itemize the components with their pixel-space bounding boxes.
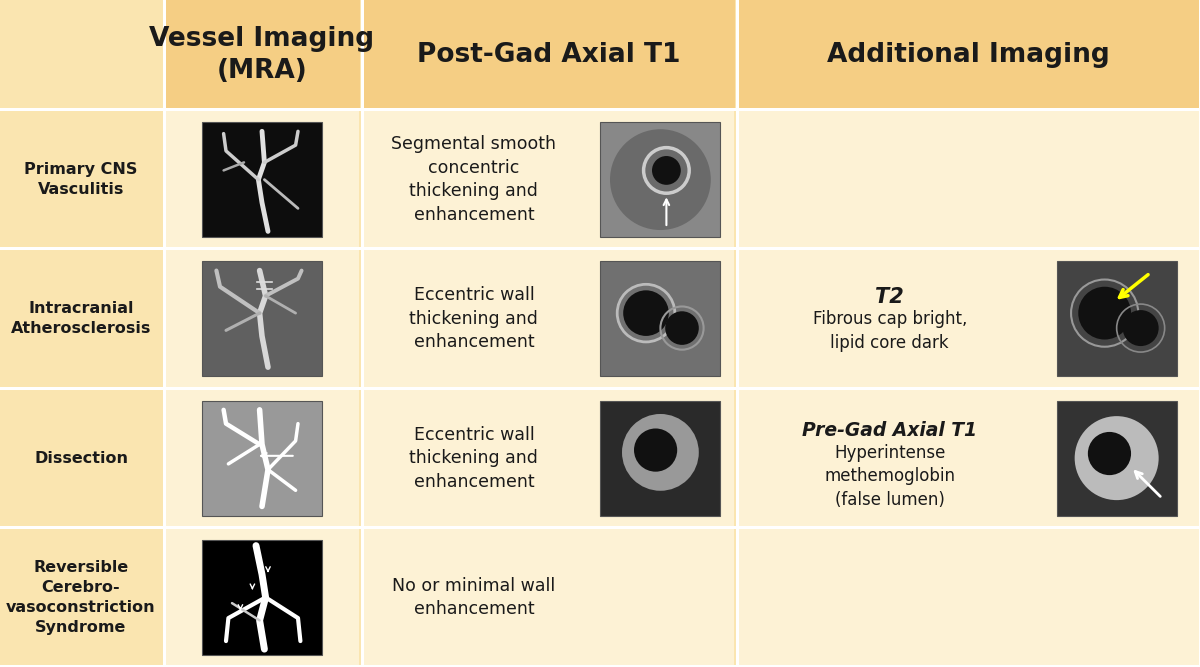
Bar [202, 122, 322, 237]
Bar [362, 0, 734, 110]
Circle shape [665, 311, 698, 345]
Text: Additional Imaging: Additional Imaging [827, 42, 1110, 68]
Text: Hyperintense
methemoglobin
(false lumen): Hyperintense methemoglobin (false lumen) [824, 444, 955, 509]
Text: Eccentric wall
thickening and
enhancement: Eccentric wall thickening and enhancemen… [409, 286, 539, 352]
Bar [1057, 401, 1177, 516]
Bar [738, 529, 1199, 666]
Circle shape [652, 156, 680, 185]
Bar [0, 247, 1200, 250]
Text: Intracranial
Atherosclerosis: Intracranial Atherosclerosis [11, 301, 151, 336]
Bar [738, 250, 1199, 388]
Text: Segmental smooth
concentric
thickening and
enhancement: Segmental smooth concentric thickening a… [391, 135, 557, 224]
Text: Fibrous cap bright,
lipid core dark: Fibrous cap bright, lipid core dark [812, 310, 967, 352]
Text: Vessel Imaging
(MRA): Vessel Imaging (MRA) [150, 26, 374, 84]
Circle shape [1123, 310, 1159, 346]
Bar [600, 261, 720, 376]
Bar [737, 0, 1200, 110]
Bar [738, 390, 1199, 527]
Circle shape [1075, 416, 1159, 500]
Text: Pre-Gad Axial T1: Pre-Gad Axial T1 [803, 421, 977, 440]
Circle shape [1088, 432, 1132, 475]
Text: No or minimal wall
enhancement: No or minimal wall enhancement [392, 576, 556, 618]
Text: T2: T2 [876, 287, 904, 307]
Text: Primary CNS
Vasculitis: Primary CNS Vasculitis [24, 162, 138, 197]
Circle shape [1079, 287, 1132, 340]
Bar [364, 390, 734, 527]
Text: Eccentric wall
thickening and
enhancement: Eccentric wall thickening and enhancemen… [409, 426, 539, 491]
Text: Post-Gad Axial T1: Post-Gad Axial T1 [416, 42, 680, 68]
Bar [736, 0, 739, 667]
Bar [0, 665, 1200, 667]
Bar [600, 401, 720, 516]
Bar [0, 526, 1200, 529]
Bar [166, 111, 359, 248]
Bar [166, 390, 359, 527]
Bar [166, 250, 359, 388]
Bar [0, 108, 1200, 111]
Circle shape [634, 428, 677, 472]
Bar [166, 529, 359, 666]
Bar [364, 250, 734, 388]
Bar [202, 540, 322, 655]
Bar [361, 0, 364, 667]
Bar [1057, 261, 1177, 376]
Bar [738, 111, 1199, 248]
Bar [202, 261, 322, 376]
Circle shape [623, 290, 668, 336]
Bar [364, 111, 734, 248]
Bar [164, 0, 360, 110]
Bar [202, 401, 322, 516]
Bar [163, 0, 166, 667]
Circle shape [610, 129, 710, 230]
Text: Reversible
Cerebro-
vasoconstriction
Syndrome: Reversible Cerebro- vasoconstriction Syn… [6, 560, 156, 634]
Bar [364, 529, 734, 666]
Text: Dissection: Dissection [34, 451, 128, 466]
Circle shape [622, 414, 698, 491]
Bar [600, 122, 720, 237]
Bar [0, 386, 1200, 390]
